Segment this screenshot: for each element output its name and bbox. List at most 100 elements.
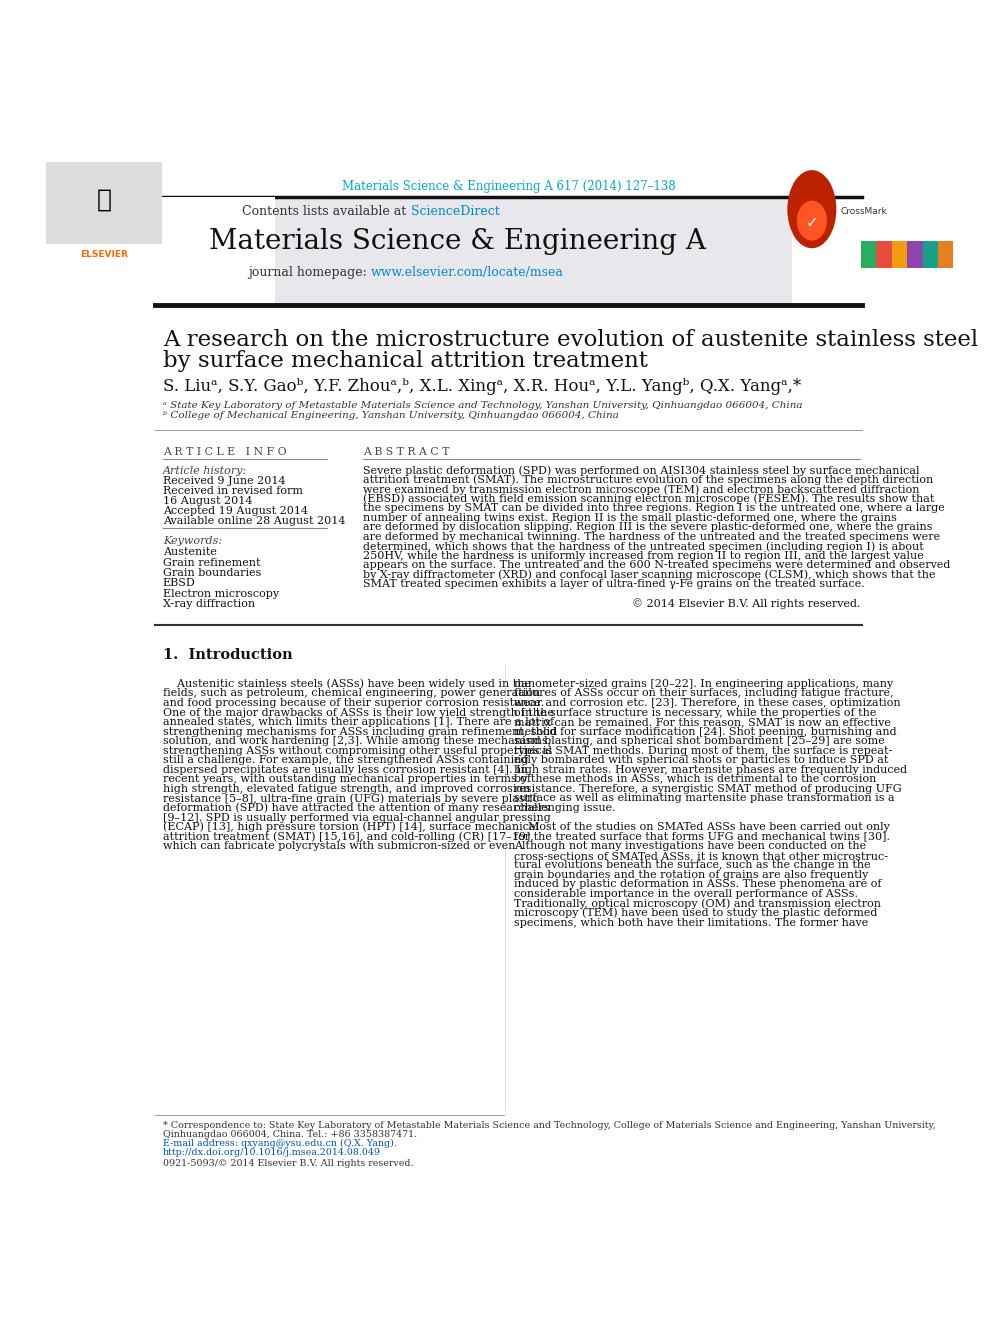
Text: S. Liuᵃ, S.Y. Gaoᵇ, Y.F. Zhouᵃ,ᵇ, X.L. Xingᵃ, X.R. Houᵃ, Y.L. Yangᵇ, Q.X. Yangᵃ,: S. Liuᵃ, S.Y. Gaoᵇ, Y.F. Zhouᵃ,ᵇ, X.L. X… <box>163 378 801 396</box>
Text: of the surface structure is necessary, while the properties of the: of the surface structure is necessary, w… <box>514 708 876 717</box>
Text: resistance. Therefore, a synergistic SMAT method of producing UFG: resistance. Therefore, a synergistic SMA… <box>514 785 902 794</box>
Text: dispersed precipitates are usually less corrosion resistant [4]. In: dispersed precipitates are usually less … <box>163 765 528 775</box>
Text: strengthening ASSs without compromising other useful properties is: strengthening ASSs without compromising … <box>163 746 552 755</box>
Text: One of the major drawbacks of ASSs is their low yield strength in the: One of the major drawbacks of ASSs is th… <box>163 708 554 717</box>
Text: the specimens by SMAT can be divided into three regions. Region I is the untreat: the specimens by SMAT can be divided int… <box>363 504 944 513</box>
Text: ✓: ✓ <box>806 216 818 230</box>
Text: A: A <box>900 204 915 221</box>
Text: determined, which shows that the hardness of the untreated specimen (including r: determined, which shows that the hardnes… <box>363 541 924 552</box>
Text: still a challenge. For example, the strengthened ASSs containing: still a challenge. For example, the stre… <box>163 755 529 765</box>
Text: Received 9 June 2014: Received 9 June 2014 <box>163 476 286 487</box>
Text: Article history:: Article history: <box>163 466 247 475</box>
Text: resistance [5–8], ultra-fine grain (UFG) materials by severe plastic: resistance [5–8], ultra-fine grain (UFG)… <box>163 794 539 804</box>
Text: number of annealing twins exist. Region II is the small plastic-deformed one, wh: number of annealing twins exist. Region … <box>363 513 897 523</box>
Text: edly bombarded with spherical shots or particles to induce SPD at: edly bombarded with spherical shots or p… <box>514 755 888 765</box>
Text: SMAT treated specimen exhibits a layer of ultra-fined γ-Fe grains on the treated: SMAT treated specimen exhibits a layer o… <box>363 579 864 589</box>
Text: annealed states, which limits their applications [1]. There are a lot of: annealed states, which limits their appl… <box>163 717 554 728</box>
Text: Traditionally, optical microscopy (OM) and transmission electron: Traditionally, optical microscopy (OM) a… <box>514 898 881 909</box>
Text: method for surface modification [24]. Shot peening, burnishing and: method for surface modification [24]. Sh… <box>514 726 897 737</box>
Text: grain boundaries and the rotation of grains are also frequently: grain boundaries and the rotation of gra… <box>514 869 868 880</box>
Text: 16 August 2014: 16 August 2014 <box>163 496 252 507</box>
Text: appears on the surface. The untreated and the 600 N-treated specimens were deter: appears on the surface. The untreated an… <box>363 561 950 570</box>
Text: CrossMark: CrossMark <box>840 206 887 216</box>
Text: ᵇ College of Mechanical Engineering, Yanshan University, Qinhuangdao 066004, Chi: ᵇ College of Mechanical Engineering, Yan… <box>163 411 618 421</box>
Text: considerable importance in the overall performance of ASSs.: considerable importance in the overall p… <box>514 889 858 898</box>
Bar <box>892 241 907 267</box>
Text: Available online 28 August 2014: Available online 28 August 2014 <box>163 516 345 527</box>
Text: are deformed by dislocation slipping. Region III is the severe plastic-deformed : are deformed by dislocation slipping. Re… <box>363 523 932 532</box>
Text: MATERIALS
SCIENCE &
ENGINEERING: MATERIALS SCIENCE & ENGINEERING <box>880 165 934 185</box>
Text: X-ray diffraction: X-ray diffraction <box>163 599 255 609</box>
Text: 🌿: 🌿 <box>96 187 112 212</box>
Text: Materials Science & Engineering A 617 (2014) 127–138: Materials Science & Engineering A 617 (2… <box>341 180 676 193</box>
Text: challenging issue.: challenging issue. <box>514 803 615 814</box>
Text: strengthening mechanisms for ASSs including grain refinement, solid: strengthening mechanisms for ASSs includ… <box>163 726 557 737</box>
Bar <box>877 241 892 267</box>
Text: typical SMAT methods. During most of them, the surface is repeat-: typical SMAT methods. During most of the… <box>514 746 892 755</box>
Text: by these methods in ASSs, which is detrimental to the corrosion: by these methods in ASSs, which is detri… <box>514 774 876 785</box>
Text: matrix can be remained. For this reason, SMAT is now an effective: matrix can be remained. For this reason,… <box>514 717 891 728</box>
Text: Severe plastic deformation (SPD) was performed on AISI304 stainless steel by sur: Severe plastic deformation (SPD) was per… <box>363 466 920 476</box>
Text: Materials Science & Engineering A: Materials Science & Engineering A <box>208 229 705 255</box>
Text: by surface mechanical attrition treatment: by surface mechanical attrition treatmen… <box>163 349 648 372</box>
Text: are deformed by mechanical twinning. The hardness of the untreated and the treat: are deformed by mechanical twinning. The… <box>363 532 939 542</box>
Bar <box>923 241 938 267</box>
Text: Grain boundaries: Grain boundaries <box>163 568 261 578</box>
Text: 1.  Introduction: 1. Introduction <box>163 648 293 663</box>
Text: specimens, which both have their limitations. The former have: specimens, which both have their limitat… <box>514 918 868 927</box>
Text: tural evolutions beneath the surface, such as the change in the: tural evolutions beneath the surface, su… <box>514 860 870 871</box>
Text: which can fabricate polycrystals with submicron-sized or even: which can fabricate polycrystals with su… <box>163 841 515 851</box>
Text: Contents lists available at: Contents lists available at <box>242 205 411 217</box>
Text: journal homepage:: journal homepage: <box>248 266 370 279</box>
Text: 0921-5093/© 2014 Elsevier B.V. All rights reserved.: 0921-5093/© 2014 Elsevier B.V. All right… <box>163 1159 414 1168</box>
Text: © 2014 Elsevier B.V. All rights reserved.: © 2014 Elsevier B.V. All rights reserved… <box>632 598 860 609</box>
Text: * Correspondence to: State Key Laboratory of Metastable Materials Science and Te: * Correspondence to: State Key Laborator… <box>163 1121 935 1130</box>
Text: Electron microscopy: Electron microscopy <box>163 589 279 599</box>
Text: wear and corrosion etc. [23]. Therefore, in these cases, optimization: wear and corrosion etc. [23]. Therefore,… <box>514 699 901 708</box>
Text: Accepted 19 August 2014: Accepted 19 August 2014 <box>163 507 308 516</box>
Bar <box>155 197 275 303</box>
Text: Austenitic stainless steels (ASSs) have been widely used in the: Austenitic stainless steels (ASSs) have … <box>163 679 531 689</box>
Text: failures of ASSs occur on their surfaces, including fatigue fracture,: failures of ASSs occur on their surfaces… <box>514 688 894 699</box>
Text: (ECAP) [13], high pressure torsion (HPT) [14], surface mechanical: (ECAP) [13], high pressure torsion (HPT)… <box>163 822 539 832</box>
Text: fields, such as petroleum, chemical engineering, power generation: fields, such as petroleum, chemical engi… <box>163 688 540 699</box>
Ellipse shape <box>788 171 836 249</box>
Text: A B S T R A C T: A B S T R A C T <box>363 447 449 458</box>
Text: 250HV, while the hardness is uniformly increased from region II to region III, a: 250HV, while the hardness is uniformly i… <box>363 550 924 561</box>
Text: were examined by transmission electron microscope (TEM) and electron backscatter: were examined by transmission electron m… <box>363 484 920 495</box>
Text: E-mail address: qxyang@ysu.edu.cn (Q.X. Yang).: E-mail address: qxyang@ysu.edu.cn (Q.X. … <box>163 1139 397 1148</box>
Text: ELSEVIER: ELSEVIER <box>80 250 128 259</box>
Text: Although not many investigations have been conducted on the: Although not many investigations have be… <box>514 841 866 851</box>
Text: sand blasting, and spherical shot bombardment [25–29] are some: sand blasting, and spherical shot bombar… <box>514 736 885 746</box>
Text: surface as well as eliminating martensite phase transformation is a: surface as well as eliminating martensit… <box>514 794 895 803</box>
Text: attrition treatment (SMAT). The microstructure evolution of the specimens along : attrition treatment (SMAT). The microstr… <box>363 475 932 486</box>
Text: A R T I C L E   I N F O: A R T I C L E I N F O <box>163 447 287 458</box>
Text: Qinhuangdao 066004, China. Tel.: +86 3358387471.: Qinhuangdao 066004, China. Tel.: +86 335… <box>163 1130 417 1139</box>
Text: ScienceDirect: ScienceDirect <box>411 205 500 217</box>
Bar <box>938 241 953 267</box>
Text: recent years, with outstanding mechanical properties in terms of: recent years, with outstanding mechanica… <box>163 774 531 785</box>
Text: www.elsevier.com/locate/msea: www.elsevier.com/locate/msea <box>370 266 563 279</box>
Text: A research on the microstructure evolution of austenite stainless steel: A research on the microstructure evoluti… <box>163 328 978 351</box>
Text: deformation (SPD) have attracted the attention of many researchers: deformation (SPD) have attracted the att… <box>163 803 550 814</box>
Text: and food processing because of their superior corrosion resistance.: and food processing because of their sup… <box>163 699 544 708</box>
Ellipse shape <box>797 201 827 241</box>
Text: [9–12]. SPD is usually performed via equal-channel angular pressing: [9–12]. SPD is usually performed via equ… <box>163 812 551 823</box>
Text: (EBSD) associated with field emission scanning electron microscope (FESEM). The : (EBSD) associated with field emission sc… <box>363 493 934 504</box>
Bar <box>907 241 923 267</box>
Text: attrition treatment (SMAT) [15,16], and cold-rolling (CR) [17–19],: attrition treatment (SMAT) [15,16], and … <box>163 831 534 841</box>
Text: nanometer-sized grains [20–22]. In engineering applications, many: nanometer-sized grains [20–22]. In engin… <box>514 679 893 689</box>
Text: induced by plastic deformation in ASSs. These phenomena are of: induced by plastic deformation in ASSs. … <box>514 880 881 889</box>
Text: http://dx.doi.org/10.1016/j.msea.2014.08.049: http://dx.doi.org/10.1016/j.msea.2014.08… <box>163 1148 381 1158</box>
Text: EBSD: EBSD <box>163 578 195 589</box>
Text: Most of the studies on SMATed ASSs have been carried out only: Most of the studies on SMATed ASSs have … <box>514 822 890 832</box>
Bar <box>46 161 163 243</box>
Text: high strain rates. However, martensite phases are frequently induced: high strain rates. However, martensite p… <box>514 765 907 775</box>
Text: for the treated surface that forms UFG and mechanical twins [30].: for the treated surface that forms UFG a… <box>514 832 890 841</box>
Text: Austenite: Austenite <box>163 548 216 557</box>
Text: Grain refinement: Grain refinement <box>163 557 260 568</box>
Text: solution, and work hardening [2,3]. While among these mechanisms,: solution, and work hardening [2,3]. Whil… <box>163 736 551 746</box>
Text: Keywords:: Keywords: <box>163 536 222 546</box>
Bar <box>861 241 877 267</box>
Text: high strength, elevated fatigue strength, and improved corrosion: high strength, elevated fatigue strength… <box>163 785 530 794</box>
